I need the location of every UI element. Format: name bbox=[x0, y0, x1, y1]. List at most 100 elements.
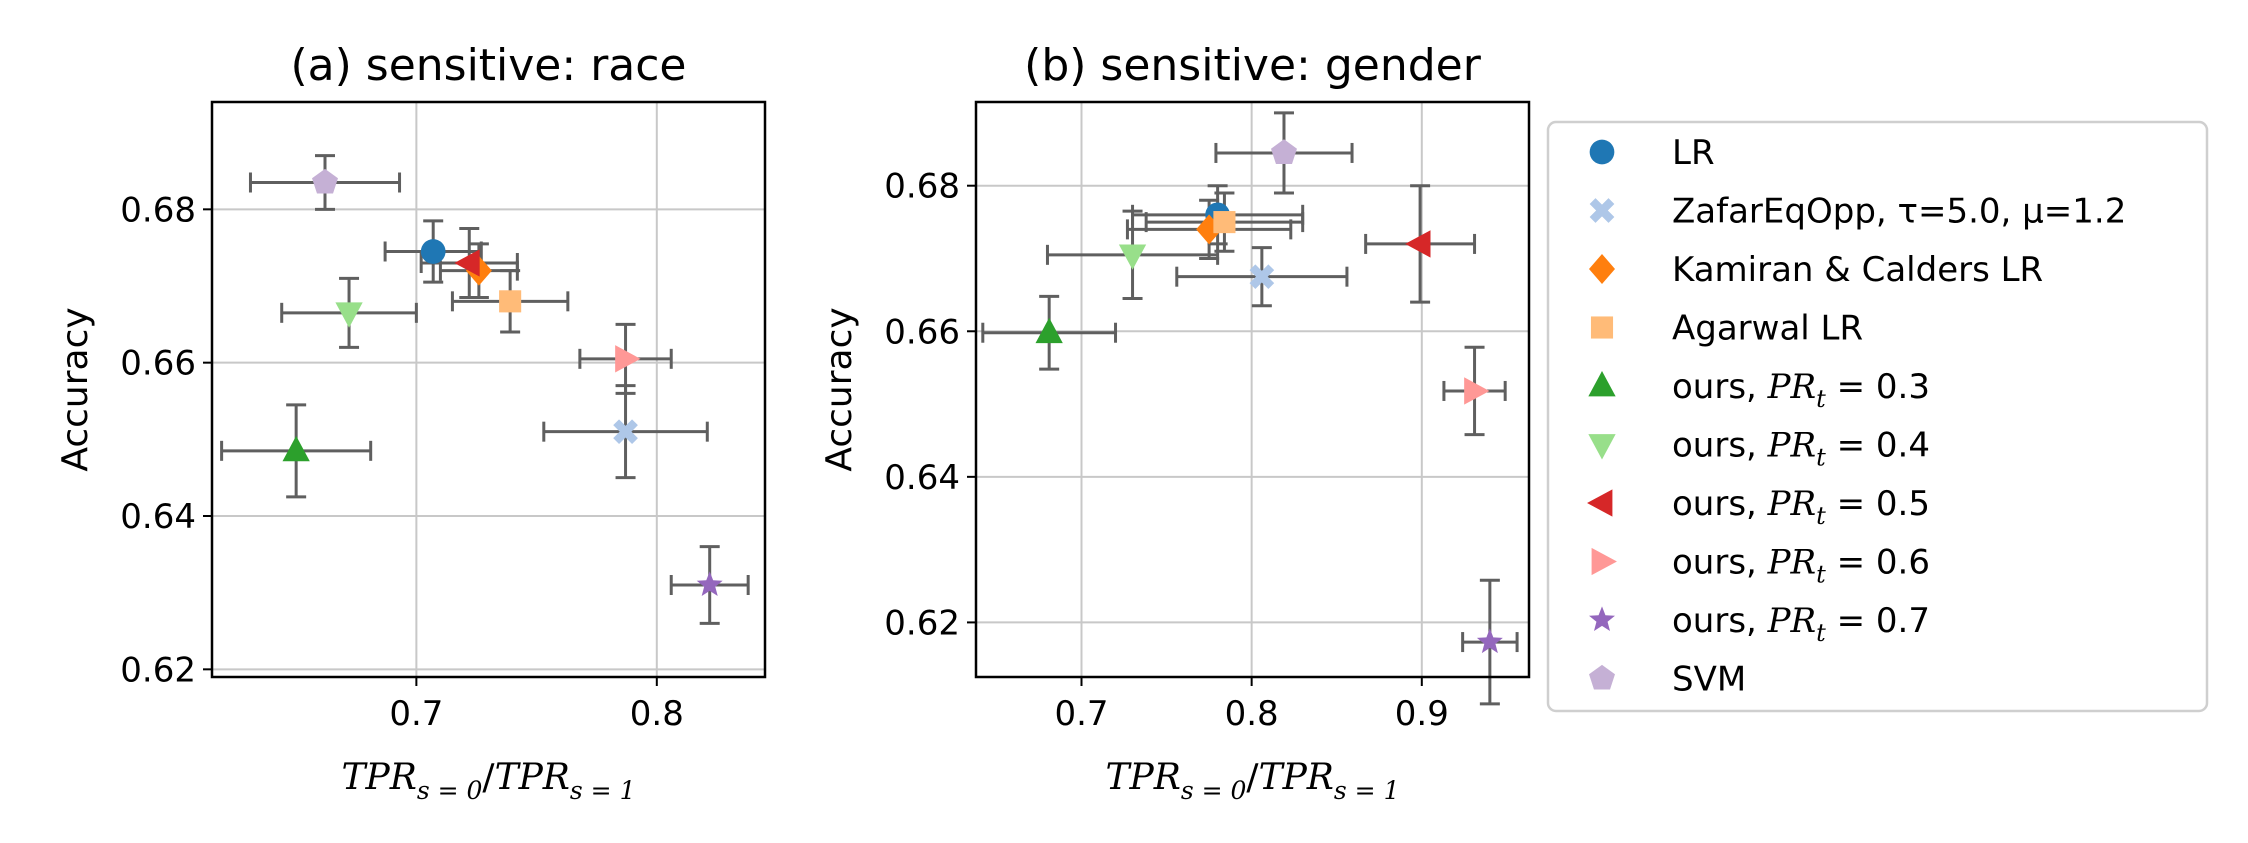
marker-pr07 bbox=[1476, 628, 1503, 654]
legend-label-Agarwal: Agarwal LR bbox=[1672, 309, 1863, 349]
y-tick-label: 0.66 bbox=[884, 312, 960, 352]
legend-label-pr04: ours, PRt = 0.4 bbox=[1672, 426, 1930, 472]
y-tick-label: 0.68 bbox=[884, 167, 960, 207]
x-axis-label-part: s = 1 bbox=[1334, 776, 1400, 805]
legend-label-part: = 0.6 bbox=[1826, 543, 1930, 583]
x-axis-label-part: TPR bbox=[495, 757, 570, 798]
marker-pr06 bbox=[615, 345, 641, 373]
legend-entry-pr04: ours, PRt = 0.4 bbox=[1588, 426, 1930, 472]
marker-pr07 bbox=[696, 571, 723, 597]
y-tick-label: 0.64 bbox=[884, 458, 960, 498]
legend-label-part: ours, bbox=[1672, 484, 1768, 524]
legend-label-part: PR bbox=[1767, 426, 1816, 466]
legend-label-part: ours, bbox=[1672, 543, 1768, 583]
chart-panel-b: 0.7 0.8 0.9 0.62 0.64 0.66 0.68 (b) sensitive: … bbox=[819, 40, 1531, 805]
marker-ZafarEqOpp bbox=[613, 419, 638, 445]
chart-title: (b) sensitive: gender bbox=[1024, 40, 1482, 91]
marker-Agarwal bbox=[1213, 211, 1236, 234]
legend-label-part: ours, bbox=[1672, 601, 1768, 641]
x-tick-label: 0.8 bbox=[630, 694, 684, 734]
legend-label-LR: LR bbox=[1672, 133, 1715, 173]
legend-marker-Kamiran bbox=[1589, 254, 1615, 284]
y-axis-label: Accuracy bbox=[819, 307, 860, 471]
legend-marker-ZafarEqOpp bbox=[1589, 198, 1615, 223]
legend-marker-SVM bbox=[1589, 664, 1615, 690]
y-tick-label: 0.62 bbox=[120, 650, 196, 690]
x-axis-label: TPRs = 0/TPRs = 1 bbox=[1106, 757, 1400, 805]
legend-label-ZafarEqOpp: ZafarEqOpp, τ=5.0, μ=1.2 bbox=[1672, 192, 2126, 232]
legend-label-part: = 0.5 bbox=[1826, 484, 1930, 524]
legend-entry-LR: LR bbox=[1589, 133, 1715, 173]
chart-title: (a) sensitive: race bbox=[290, 40, 686, 91]
y-tick-label: 0.68 bbox=[120, 190, 196, 230]
legend-entry-pr03: ours, PRt = 0.3 bbox=[1588, 367, 1930, 413]
legend-label-part: PR bbox=[1767, 484, 1816, 524]
x-axis-label: TPRs = 0/TPRs = 1 bbox=[342, 757, 636, 805]
x-tick-label: 0.9 bbox=[1395, 694, 1449, 734]
legend-marker-Agarwal bbox=[1590, 316, 1614, 339]
marker-pr03 bbox=[282, 435, 310, 462]
x-axis-label-part: s = 0 bbox=[417, 776, 483, 805]
x-tick-label: 0.7 bbox=[389, 694, 443, 734]
x-axis-label-part: s = 0 bbox=[1181, 776, 1247, 805]
marker-SVM bbox=[1270, 139, 1297, 164]
legend-marker-pr04 bbox=[1588, 434, 1616, 460]
marker-pr06 bbox=[1464, 377, 1490, 405]
x-axis-label-part: TPR bbox=[342, 757, 417, 798]
legend-label-SVM: SVM bbox=[1672, 660, 1746, 700]
legend-frame bbox=[1546, 120, 2209, 713]
legend-label-pr03: ours, PRt = 0.3 bbox=[1672, 367, 1930, 413]
x-axis-label-part: TPR bbox=[1259, 757, 1334, 798]
y-tick-label: 0.64 bbox=[120, 497, 196, 537]
legend-entry-Agarwal: Agarwal LR bbox=[1590, 309, 1863, 349]
legend-label-part: t bbox=[1816, 502, 1826, 530]
legend-label-part: PR bbox=[1767, 543, 1816, 583]
legend-label-part: = 0.3 bbox=[1826, 367, 1930, 407]
marker-Agarwal bbox=[499, 290, 522, 313]
legend-entry-SVM: SVM bbox=[1589, 660, 1746, 700]
x-axis-label-part: / bbox=[482, 757, 495, 798]
x-axis-label-part: TPR bbox=[1106, 757, 1181, 798]
marker-ZafarEqOpp bbox=[1249, 264, 1275, 290]
y-axis-label: Accuracy bbox=[55, 307, 96, 471]
marker-LR bbox=[420, 239, 446, 264]
legend-entry-pr07: ours, PRt = 0.7 bbox=[1589, 601, 1930, 647]
legend-label-part: t bbox=[1816, 619, 1826, 647]
marker-pr05 bbox=[454, 249, 480, 277]
legend-label-part: = 0.7 bbox=[1826, 601, 1930, 641]
legend-label-part: t bbox=[1816, 561, 1826, 589]
legend-label-part: PR bbox=[1767, 601, 1816, 641]
legend-entry-Kamiran: Kamiran & Calders LR bbox=[1589, 250, 2043, 290]
legend-label-part: ours, bbox=[1672, 426, 1768, 466]
legend-label-part: ours, bbox=[1672, 367, 1768, 407]
legend-entry-pr06: ours, PRt = 0.6 bbox=[1591, 543, 1930, 589]
legend-marker-LR bbox=[1589, 139, 1615, 165]
legend-label-part: PR bbox=[1767, 367, 1816, 407]
chart-panel-a: 0.7 0.8 0.62 0.64 0.66 0.68 (a) sensitive: rac… bbox=[55, 40, 767, 805]
legend-entry-pr05: ours, PRt = 0.5 bbox=[1587, 484, 1930, 530]
marker-pr04 bbox=[1118, 244, 1147, 270]
legend-label-Kamiran: Kamiran & Calders LR bbox=[1672, 250, 2043, 290]
y-tick-label: 0.62 bbox=[884, 603, 960, 643]
x-tick-label: 0.8 bbox=[1225, 694, 1279, 734]
legend-marker-pr06 bbox=[1591, 547, 1617, 576]
y-tick-label: 0.66 bbox=[120, 344, 196, 384]
legend-marker-pr03 bbox=[1588, 371, 1616, 397]
x-axis-label-part: s = 1 bbox=[570, 776, 636, 805]
legend-marker-pr05 bbox=[1587, 489, 1613, 517]
legend-label-pr05: ours, PRt = 0.5 bbox=[1672, 484, 1930, 530]
legend-label-pr06: ours, PRt = 0.6 bbox=[1672, 543, 1930, 589]
x-tick-label: 0.7 bbox=[1054, 694, 1108, 734]
plot-frame bbox=[210, 100, 767, 679]
marker-pr04 bbox=[335, 302, 363, 328]
legend: LR ZafarEqOpp, τ=5.0, μ=1.2 Kamiran & Cald… bbox=[1546, 120, 2209, 713]
legend-label-pr07: ours, PRt = 0.7 bbox=[1672, 601, 1930, 647]
legend-label-part: t bbox=[1816, 385, 1826, 413]
legend-entry-ZafarEqOpp: ZafarEqOpp, τ=5.0, μ=1.2 bbox=[1589, 192, 2126, 232]
x-axis-label-part: / bbox=[1246, 757, 1259, 798]
legend-label-part: = 0.4 bbox=[1826, 426, 1930, 466]
marker-pr05 bbox=[1405, 230, 1431, 258]
plot-frame bbox=[974, 100, 1531, 679]
marker-SVM bbox=[312, 168, 338, 194]
